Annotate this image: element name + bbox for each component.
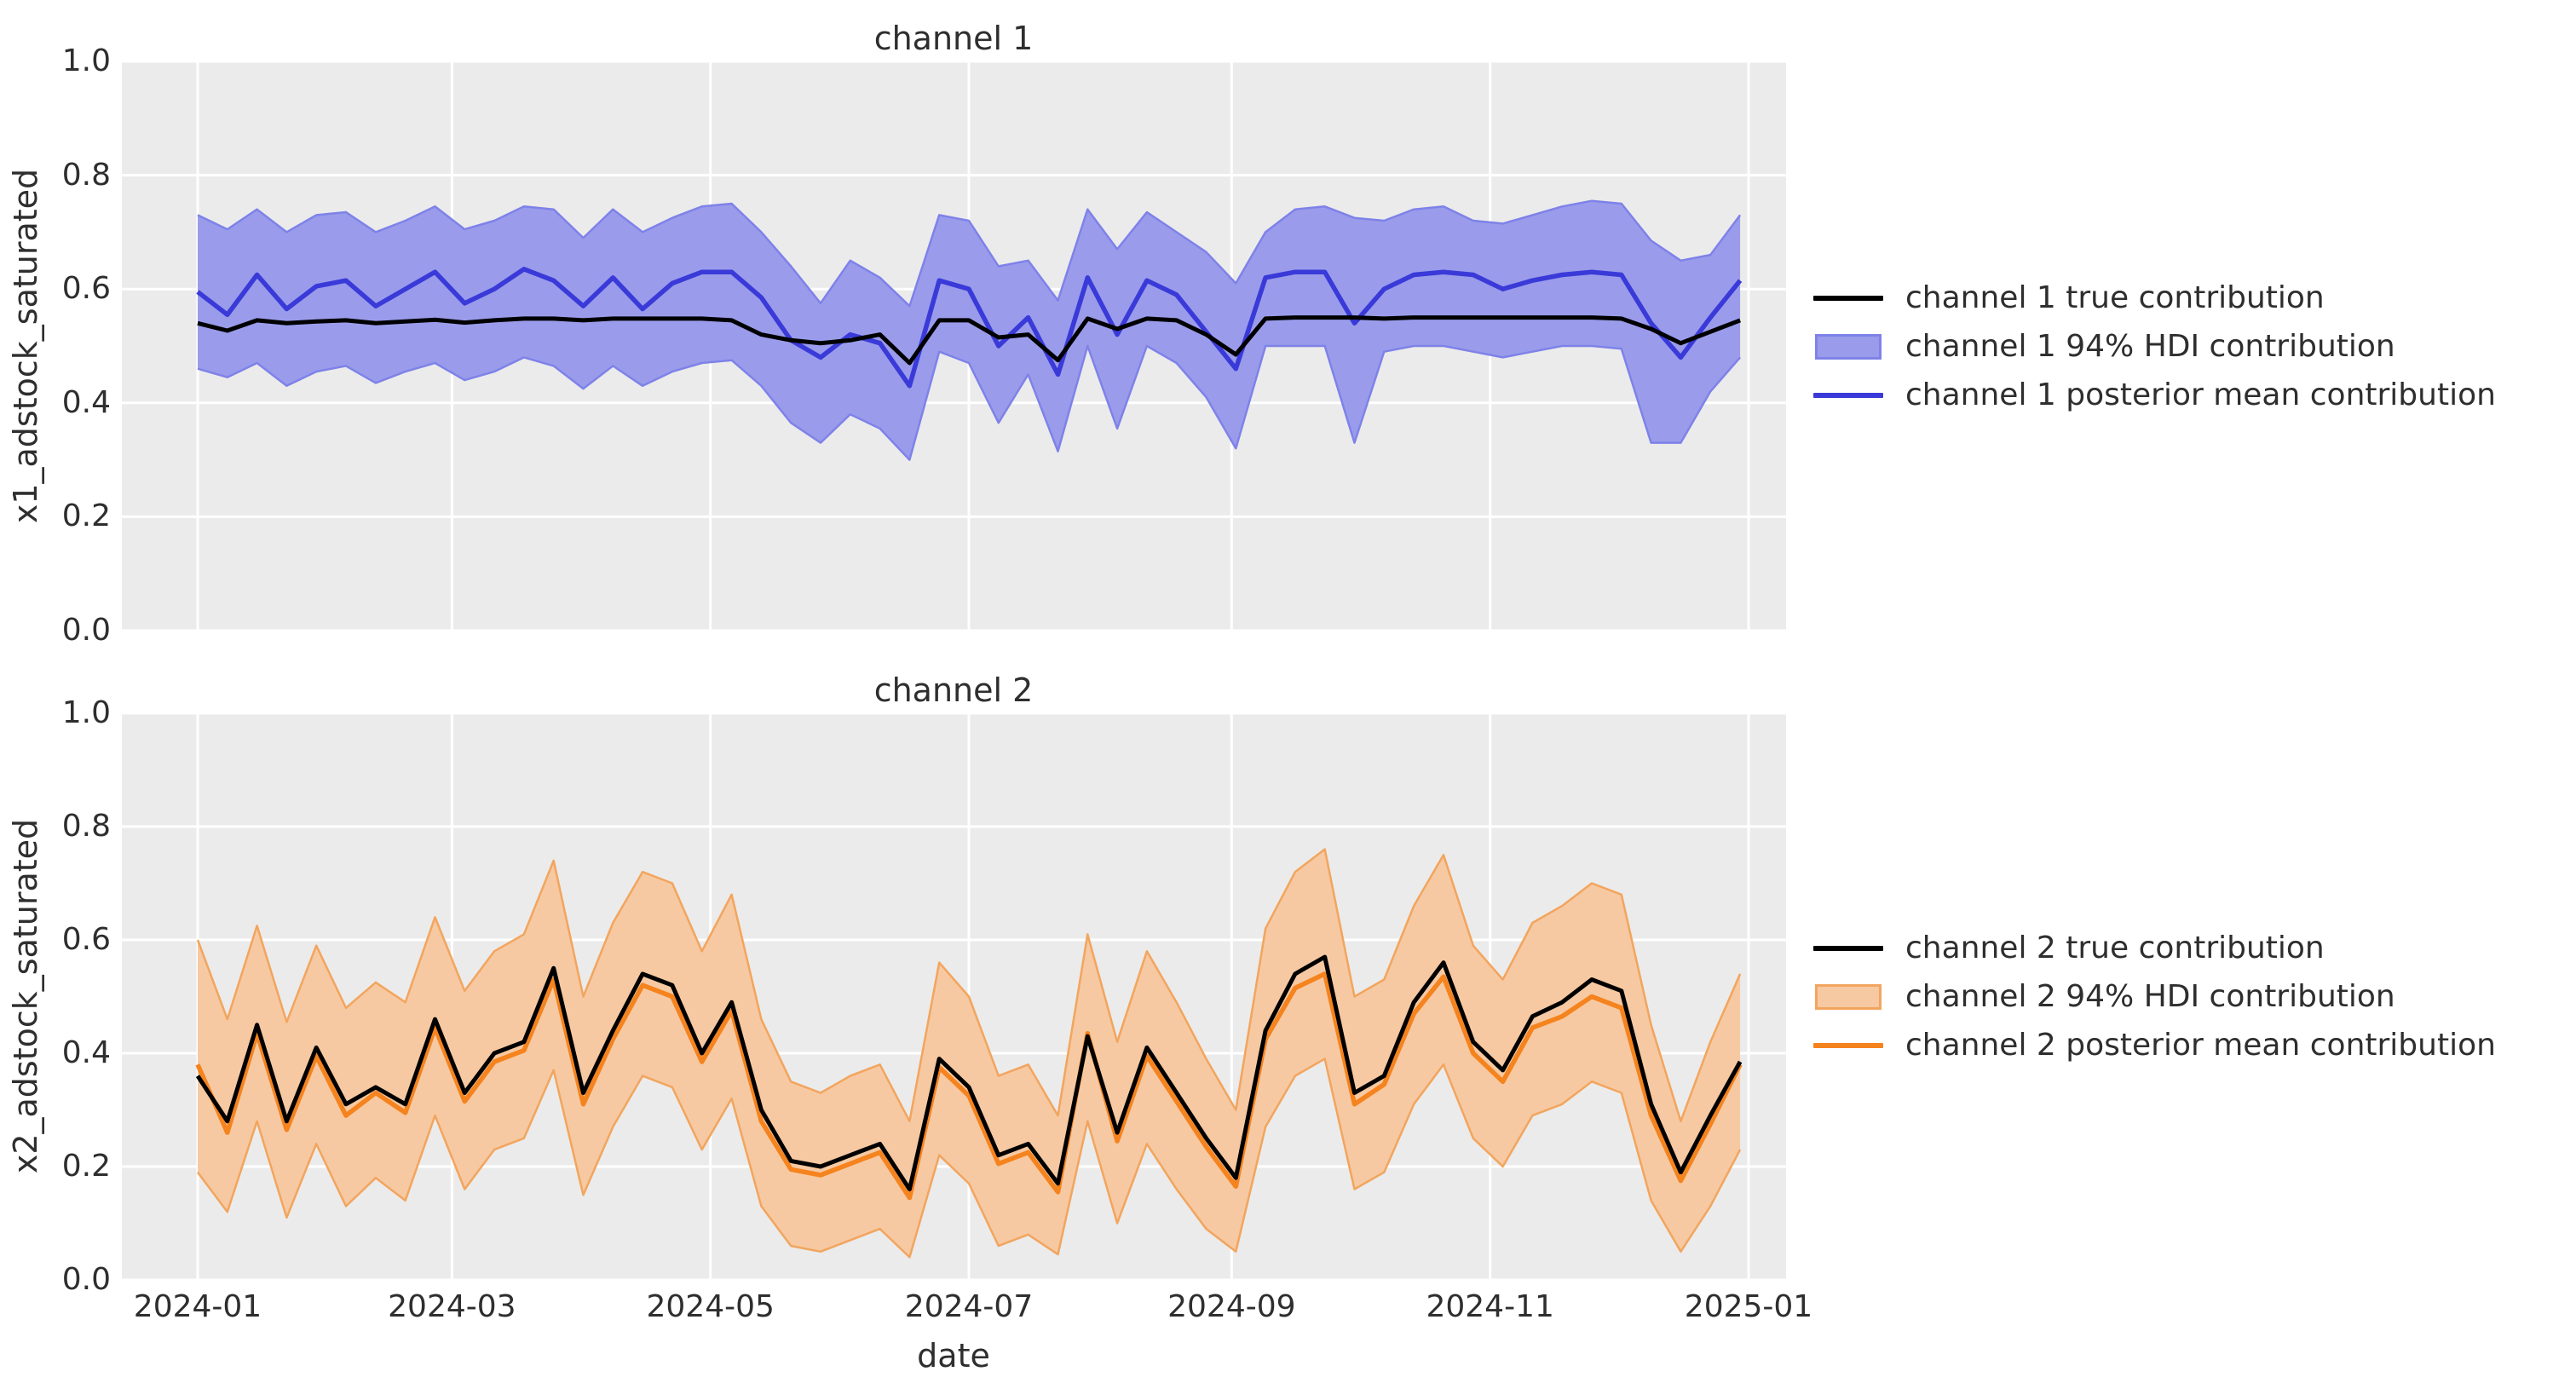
chart-title-channel-1: channel 1 (873, 20, 1034, 57)
swatch (1815, 333, 1882, 360)
x-tick-label: 2024-07 (904, 1289, 1034, 1324)
hdi-band-upper-edge (196, 848, 1742, 1123)
legend-label: channel 2 94% HDI contribution (1905, 978, 2395, 1014)
axes-channel-2 (122, 713, 1786, 1280)
x-tick-label: 2025-01 (1684, 1289, 1813, 1324)
y-axis-label-channel-2: x2_adstock_saturated (7, 818, 44, 1174)
y-tick-label: 0.4 (61, 384, 111, 420)
y-tick-label: 0.8 (61, 157, 111, 193)
y-tick-label: 0.6 (61, 271, 111, 307)
y-tick-label: 1.0 (61, 43, 111, 78)
legend-channel-2: channel 2 true contribution channel 2 94%… (1813, 924, 2496, 1069)
legend-label: channel 1 94% HDI contribution (1905, 328, 2395, 364)
legend-label: channel 1 true contribution (1905, 279, 2325, 315)
swatch (1813, 945, 1883, 951)
swatch (1813, 1042, 1883, 1048)
x-tick-label: 2024-01 (133, 1289, 262, 1324)
legend-line-swatch (1813, 392, 1883, 398)
swatch (1813, 295, 1883, 301)
y-tick-label: 0.2 (61, 1149, 111, 1184)
legend-label: channel 2 posterior mean contribution (1905, 1027, 2496, 1063)
swatch (1815, 983, 1882, 1010)
x-tick-label: 2024-05 (646, 1289, 775, 1324)
legend-item: channel 2 94% HDI contribution (1813, 972, 2496, 1021)
hdi-band-lower-edge (196, 1057, 1742, 1259)
y-tick-label: 0.6 (61, 922, 111, 957)
legend-patch-swatch (1813, 333, 1883, 360)
legend-line-swatch (1813, 945, 1883, 951)
y-axis-label-channel-1: x1_adstock_saturated (7, 168, 44, 524)
legend-line-swatch (1813, 1042, 1883, 1048)
legend-channel-1: channel 1 true contribution channel 1 94%… (1813, 274, 2496, 419)
legend-item: channel 1 94% HDI contribution (1813, 322, 2496, 371)
chart-title-channel-2: channel 2 (873, 671, 1034, 709)
legend-line-swatch (1813, 295, 1883, 301)
legend-label: channel 2 true contribution (1905, 930, 2325, 965)
x-tick-label: 2024-09 (1167, 1289, 1296, 1324)
legend-item: channel 2 posterior mean contribution (1813, 1021, 2496, 1069)
y-tick-label: 0.8 (61, 809, 111, 844)
legend-item: channel 1 posterior mean contribution (1813, 371, 2496, 419)
axes-channel-1 (122, 61, 1786, 631)
legend-label: channel 1 posterior mean contribution (1905, 377, 2496, 412)
x-axis-label: date (917, 1337, 990, 1374)
y-tick-label: 0.4 (61, 1035, 111, 1070)
true-contribution-line (197, 315, 1741, 366)
y-tick-label: 0.0 (61, 1262, 111, 1297)
posterior-mean-line (195, 971, 1743, 1201)
x-tick-label: 2024-03 (388, 1289, 516, 1324)
swatch (1813, 392, 1883, 398)
hdi-band-lower-edge (197, 344, 1742, 461)
true-contribution-line (195, 954, 1743, 1192)
y-tick-label: 1.0 (61, 695, 111, 730)
hdi-band (198, 849, 1741, 1258)
legend-patch-swatch (1813, 983, 1883, 1010)
posterior-mean-line (196, 267, 1743, 389)
x-tick-label: 2024-11 (1426, 1289, 1554, 1324)
hdi-band-upper-edge (197, 199, 1742, 308)
legend-item: channel 2 true contribution (1813, 924, 2496, 972)
hdi-band (198, 200, 1741, 460)
y-tick-label: 0.0 (61, 613, 111, 648)
legend-item: channel 1 true contribution (1813, 274, 2496, 322)
y-tick-label: 0.2 (61, 498, 111, 534)
